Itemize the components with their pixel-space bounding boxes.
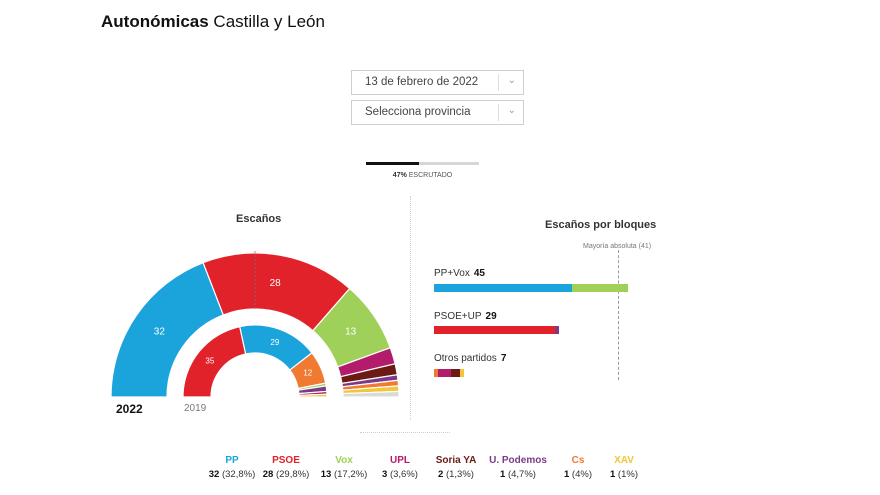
province-select-value: Selecciona provincia [365,106,471,118]
legend-party-name: PSOE [272,455,300,466]
legend-item: U. Podemos 1 (4,7%) [486,455,550,480]
legend-party-seats: 1 [564,469,570,480]
block-total: 29 [485,311,497,322]
select-separator [498,104,499,121]
legend-item: Soria YA 2 (1,3%) [424,455,488,480]
majority-line [618,250,619,380]
legend-party-value: 13 (17,2%) [312,469,376,480]
count-progress-label: 47% ESCRUTADO [366,172,479,179]
legend-party-pct: (32,8%) [219,469,256,480]
block-segment [572,284,629,292]
block-segment [434,284,573,292]
legend-party-value: 1 (1%) [592,469,656,480]
legend-party-value: 1 (4%) [546,469,610,480]
legend-item: Cs 1 (4%) [546,455,610,480]
date-select-value: 13 de febrero de 2022 [365,76,479,88]
section-divider [410,196,411,420]
count-progress-value: 47% [392,172,407,179]
count-progress-text: ESCRUTADO [408,172,453,179]
date-select[interactable]: 13 de febrero de 2022 ⌄ [351,70,524,95]
legend-party-pct: (17,2%) [331,469,368,480]
legend-party-value: 32 (32,8%) [200,469,264,480]
select-separator [498,74,499,91]
chevron-down-icon: ⌄ [507,105,516,116]
legend-party-seats: 1 [500,469,506,480]
seat-segment-remainder [342,390,400,398]
seat-value-label: 28 [270,278,282,289]
block-name: Otros partidos [434,353,497,364]
legend-item: UPL 3 (3,6%) [368,455,432,480]
legend-party-seats: 3 [382,469,388,480]
block-label-psoe-up: PSOE+UP 29 [434,311,497,322]
block-label-pp-vox: PP+Vox 45 [434,268,485,279]
legend-party-name: Soria YA [435,455,477,466]
legend-party-pct: (4,7%) [505,469,536,480]
legend-party-name: U. Podemos [489,455,547,466]
legend-item: PSOE 28 (29,8%) [254,455,318,480]
legend-item: XAV 1 (1%) [592,455,656,480]
legend-party-pct: (1%) [615,469,638,480]
block-segment [459,369,465,377]
legend-party-name: Vox [335,455,353,466]
page-title: Autonómicas Castilla y León [101,12,325,32]
legend-divider [360,432,450,433]
legend-party-value: 1 (4,7%) [486,469,550,480]
block-name: PSOE+UP [434,311,482,322]
seat-value-label: 13 [345,327,357,338]
legend-party-seats: 28 [262,469,274,480]
block-total: 7 [500,353,507,364]
legend-item: PP 32 (32,8%) [200,455,264,480]
block-bar-pp-vox [434,284,629,292]
legend-party-seats: 1 [610,469,616,480]
seat-value-label: 12 [303,369,312,378]
block-segment [554,326,560,334]
seat-value-label: 29 [270,338,279,347]
legend-party-value: 28 (29,8%) [254,469,318,480]
legend-party-value: 3 (3,6%) [368,469,432,480]
block-bar-psoe-up [434,326,560,334]
seat-value-label: 35 [205,356,214,365]
legend-party-pct: (4%) [569,469,592,480]
legend-party-seats: 2 [438,469,444,480]
block-label-others: Otros partidos 7 [434,353,506,364]
block-name: PP+Vox [434,268,470,279]
blocks-heading: Escaños por bloques [545,219,657,231]
count-progress-fill [366,162,420,165]
chevron-down-icon: ⌄ [507,75,516,86]
legend-party-pct: (1,3%) [443,469,474,480]
seat-segment-psoe [182,325,247,398]
block-segment [434,369,439,377]
seat-value-label: 32 [154,327,166,338]
legend-party-name: Cs [571,455,585,466]
legend-party-value: 2 (1,3%) [424,469,488,480]
block-bar-others [434,369,465,377]
legend-party-pct: (29,8%) [273,469,310,480]
legend-party-seats: 32 [208,469,220,480]
legend-party-name: XAV [614,455,634,466]
seat-segment-xav [298,393,328,398]
legend-party-pct: (3,6%) [387,469,418,480]
block-segment [434,326,555,334]
majority-label: Mayoría absoluta (41) [583,243,652,250]
block-segment [438,369,452,377]
title-bold: Autonómicas [101,12,209,31]
province-select[interactable]: Selecciona provincia ⌄ [351,100,524,125]
count-progress-bar [366,162,479,165]
legend-party-name: UPL [390,455,410,466]
legend-party-name: PP [225,455,239,466]
year-label-previous: 2019 [184,403,207,414]
legend-party-seats: 13 [320,469,332,480]
block-total: 45 [473,268,485,279]
seats-heading: Escaños [236,213,282,225]
block-segment [451,369,460,377]
year-label-current: 2022 [116,402,143,416]
legend-item: Vox 13 (17,2%) [312,455,376,480]
title-rest: Castilla y León [213,12,325,31]
